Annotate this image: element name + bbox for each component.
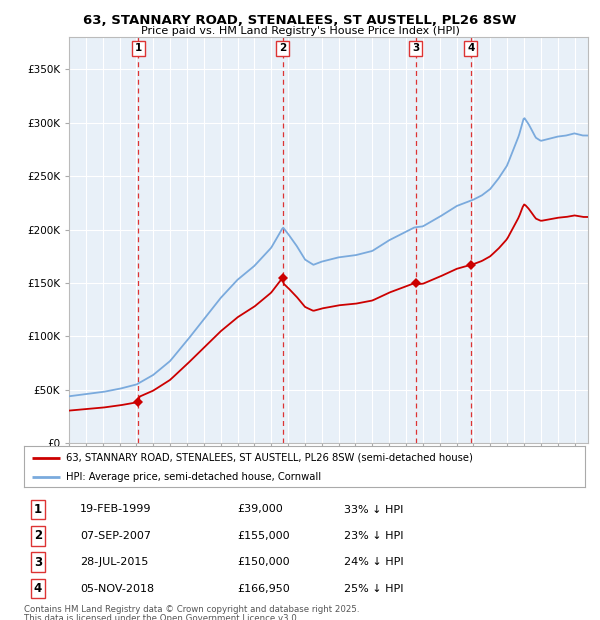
Text: 2: 2 [279,43,286,53]
Text: £166,950: £166,950 [237,583,290,593]
Text: Price paid vs. HM Land Registry's House Price Index (HPI): Price paid vs. HM Land Registry's House … [140,26,460,36]
Text: 05-NOV-2018: 05-NOV-2018 [80,583,154,593]
Text: 63, STANNARY ROAD, STENALEES, ST AUSTELL, PL26 8SW (semi-detached house): 63, STANNARY ROAD, STENALEES, ST AUSTELL… [66,453,473,463]
Text: 3: 3 [412,43,419,53]
Text: 63, STANNARY ROAD, STENALEES, ST AUSTELL, PL26 8SW: 63, STANNARY ROAD, STENALEES, ST AUSTELL… [83,14,517,27]
Text: 1: 1 [135,43,142,53]
Text: 1: 1 [34,503,42,516]
Text: £39,000: £39,000 [237,505,283,515]
Text: HPI: Average price, semi-detached house, Cornwall: HPI: Average price, semi-detached house,… [66,472,321,482]
Text: £150,000: £150,000 [237,557,290,567]
Text: This data is licensed under the Open Government Licence v3.0.: This data is licensed under the Open Gov… [24,614,299,620]
Text: 07-SEP-2007: 07-SEP-2007 [80,531,151,541]
Text: £155,000: £155,000 [237,531,290,541]
Text: 4: 4 [34,582,42,595]
Text: 28-JUL-2015: 28-JUL-2015 [80,557,148,567]
Text: 33% ↓ HPI: 33% ↓ HPI [344,505,403,515]
Text: 4: 4 [467,43,475,53]
Text: 2: 2 [34,529,42,542]
Text: Contains HM Land Registry data © Crown copyright and database right 2025.: Contains HM Land Registry data © Crown c… [24,604,359,614]
Text: 24% ↓ HPI: 24% ↓ HPI [344,557,403,567]
Text: 19-FEB-1999: 19-FEB-1999 [80,505,152,515]
Text: 23% ↓ HPI: 23% ↓ HPI [344,531,403,541]
Text: 3: 3 [34,556,42,569]
Text: 25% ↓ HPI: 25% ↓ HPI [344,583,403,593]
